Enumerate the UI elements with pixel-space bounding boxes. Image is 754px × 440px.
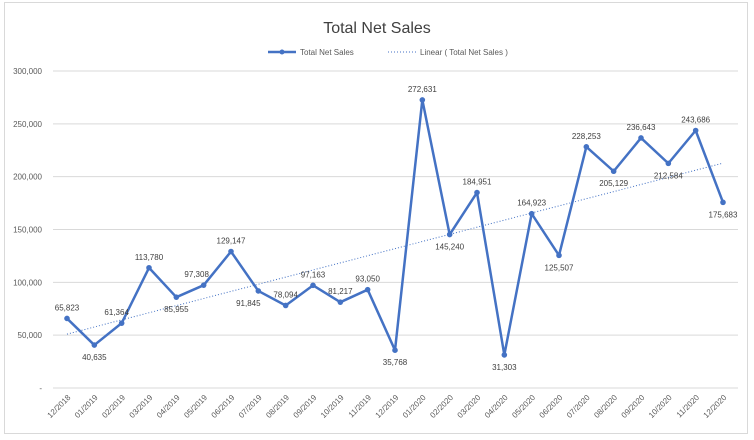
chart-title: Total Net Sales — [323, 20, 431, 37]
data-label: 31,303 — [492, 363, 517, 372]
data-point — [282, 302, 289, 309]
y-tick-label: 50,000 — [18, 331, 43, 340]
x-tick-label: 02/2020 — [428, 393, 455, 420]
x-tick-label: 11/2020 — [675, 393, 702, 420]
data-point — [556, 252, 562, 259]
data-point — [91, 342, 98, 348]
y-tick-label: 250,000 — [13, 120, 42, 129]
x-tick-label: 06/2020 — [538, 393, 565, 420]
data-label: 212,584 — [654, 171, 683, 180]
data-label: 65,823 — [55, 303, 80, 312]
data-label: 97,163 — [301, 270, 326, 279]
data-point — [638, 135, 644, 141]
x-tick-label: 10/2019 — [319, 393, 346, 420]
data-label: 145,240 — [435, 243, 464, 252]
data-label: 78,094 — [273, 290, 298, 299]
data-point — [364, 286, 371, 293]
data-point — [146, 264, 152, 271]
data-label: 272,631 — [408, 85, 437, 94]
data-label: 129,147 — [217, 237, 246, 246]
data-label: 113,780 — [135, 253, 164, 262]
data-label: 91,845 — [236, 299, 261, 308]
x-tick-label: 09/2019 — [292, 393, 319, 420]
data-label: 184,951 — [463, 178, 492, 187]
data-label: 243,686 — [681, 116, 710, 125]
x-tick-label: 09/2020 — [620, 393, 647, 420]
data-point — [64, 315, 70, 322]
x-tick-label: 01/2019 — [73, 393, 100, 420]
x-tick-label: 07/2020 — [565, 393, 592, 420]
data-point — [310, 282, 316, 289]
x-tick-label: 05/2019 — [182, 393, 209, 420]
data-point — [583, 144, 590, 150]
x-tick-label: 12/2018 — [46, 393, 73, 420]
data-point — [720, 199, 726, 206]
legend-trendline-label: Linear ( Total Net Sales ) — [420, 48, 508, 57]
data-point — [528, 210, 535, 217]
data-label: 175,683 — [709, 210, 738, 219]
x-tick-label: 03/2019 — [128, 393, 155, 420]
data-label: 81,217 — [328, 287, 353, 296]
data-point — [474, 189, 480, 196]
data-label: 125,507 — [545, 263, 574, 272]
series-line — [66, 98, 725, 357]
x-tick-label: 04/2020 — [483, 393, 510, 420]
data-point — [118, 320, 125, 326]
data-label: 205,129 — [599, 179, 628, 188]
y-tick-label: 300,000 — [13, 67, 42, 76]
x-tick-label: 10/2020 — [647, 393, 674, 420]
data-point — [665, 160, 672, 167]
y-tick-label: 150,000 — [13, 226, 42, 235]
legend-series-label: Total Net Sales — [300, 48, 354, 57]
data-point — [392, 347, 398, 354]
data-label: 164,923 — [517, 199, 546, 208]
data-point — [173, 294, 180, 300]
data-point — [228, 248, 234, 255]
x-tick-label: 12/2020 — [702, 393, 729, 420]
data-point — [501, 352, 508, 358]
x-tick-label: 12/2019 — [374, 393, 401, 420]
x-tick-label: 07/2019 — [237, 393, 264, 420]
y-tick-label: 100,000 — [13, 278, 42, 287]
data-label: 97,308 — [184, 270, 209, 279]
data-label: 35,768 — [383, 358, 408, 367]
data-point — [446, 231, 453, 238]
x-tick-label: 01/2020 — [401, 393, 428, 420]
data-point — [419, 97, 426, 103]
chart-area — [4, 2, 748, 434]
data-point — [255, 288, 262, 294]
trendline — [66, 162, 724, 335]
y-tick-label: - — [39, 384, 42, 393]
x-tick-label: 02/2019 — [100, 393, 127, 420]
x-tick-label: 03/2020 — [456, 393, 483, 420]
x-tick-label: 08/2020 — [592, 393, 619, 420]
x-tick-label: 05/2020 — [510, 393, 537, 420]
x-tick-label: 06/2019 — [210, 393, 237, 420]
data-point — [692, 127, 699, 134]
data-label: 236,643 — [627, 123, 656, 132]
x-tick-label: 11/2019 — [347, 393, 374, 420]
y-tick-label: 200,000 — [13, 173, 42, 182]
legend-series-marker — [279, 49, 285, 55]
x-tick-label: 04/2019 — [155, 393, 182, 420]
data-label: 228,253 — [572, 132, 601, 141]
data-point — [337, 299, 344, 305]
x-tick-label: 08/2019 — [264, 393, 291, 420]
data-point — [610, 168, 617, 175]
data-label: 40,635 — [82, 353, 107, 362]
data-label: 61,364 — [104, 308, 129, 317]
data-point — [200, 282, 207, 288]
data-label: 93,050 — [355, 275, 380, 284]
legend: Total Net Sales Linear ( Total Net Sales… — [268, 48, 508, 57]
data-label: 85,955 — [164, 305, 189, 314]
